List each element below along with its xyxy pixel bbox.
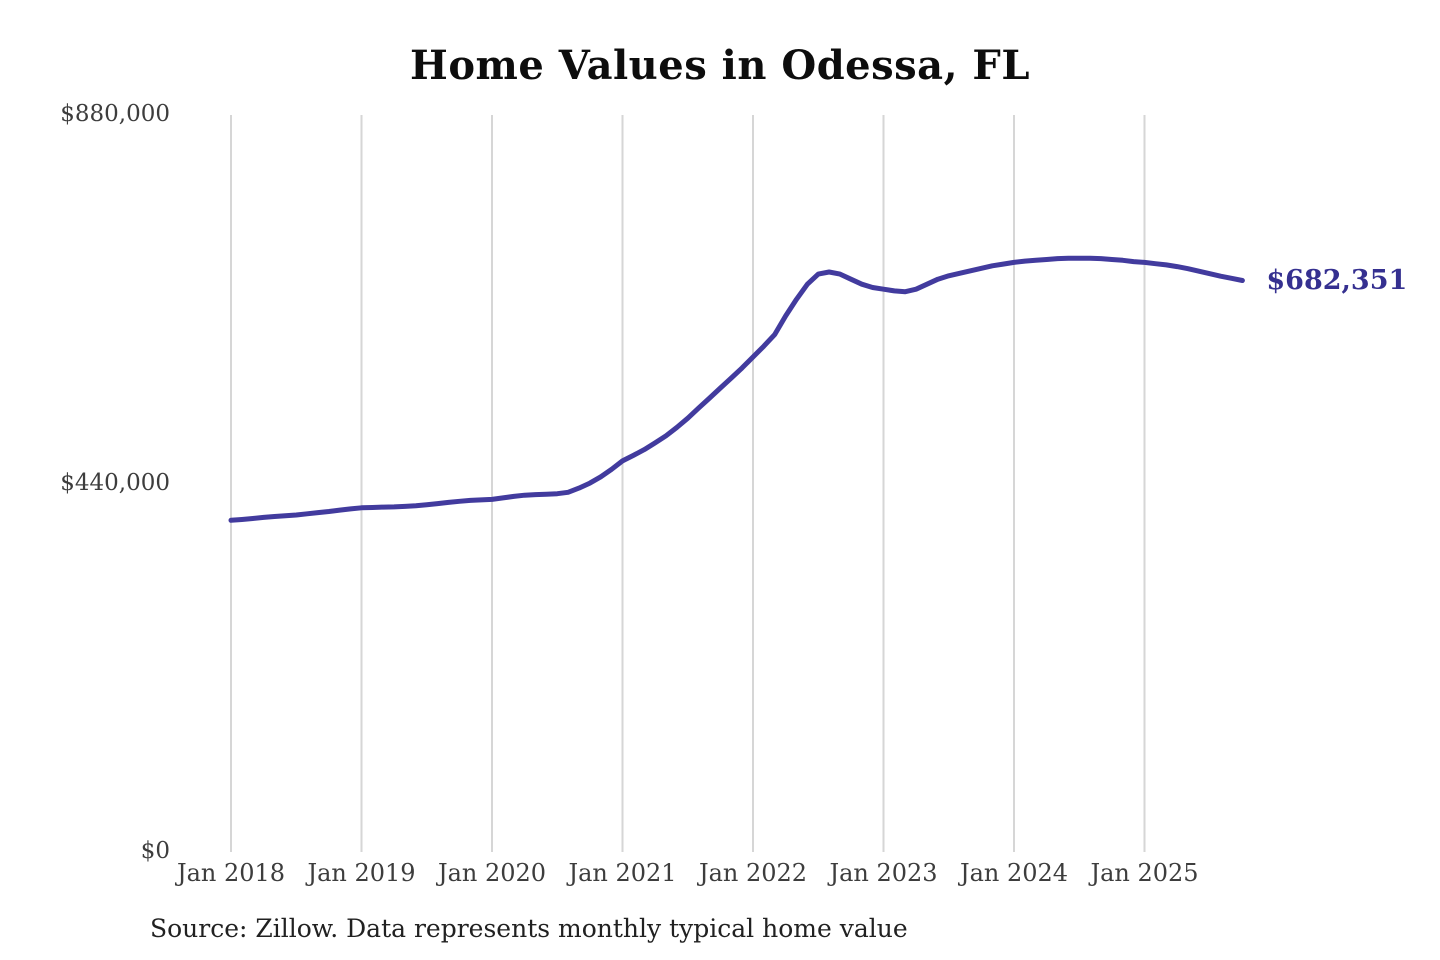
chart-title: Home Values in Odessa, FL [410,42,1030,89]
y-tick-label: $0 [140,838,170,864]
x-tick-label: Jan 2022 [698,859,808,887]
y-tick-label: $880,000 [60,101,170,127]
source-note: Source: Zillow. Data represents monthly … [150,914,908,943]
x-tick-label: Jan 2023 [829,859,938,887]
home-value-line [228,255,1245,523]
x-tick-label: Jan 2019 [307,859,416,887]
x-tick-label: Jan 2020 [437,859,547,887]
x-tick-label: Jan 2025 [1090,859,1199,887]
x-tick-label: Jan 2021 [568,859,677,887]
x-tick-label: Jan 2024 [959,859,1069,887]
x-tick-label: Jan 2018 [176,859,286,887]
latest-value-label: $682,351 [1266,264,1408,296]
y-tick-label: $440,000 [60,469,170,496]
